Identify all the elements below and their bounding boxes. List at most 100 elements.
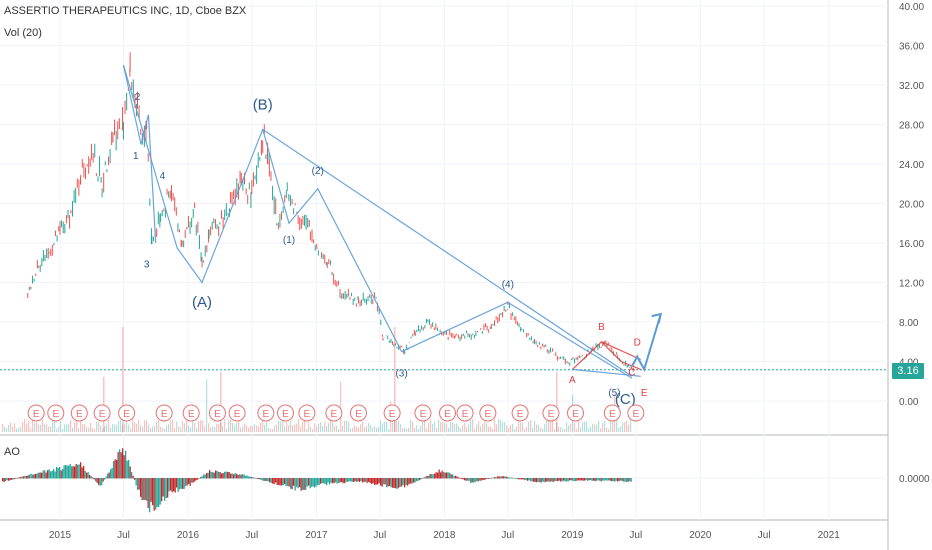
ao-bar [335, 478, 337, 483]
ao-bar [87, 472, 89, 479]
ao-bar [41, 472, 43, 479]
ao-bar [414, 478, 416, 483]
ao-bar [117, 452, 119, 479]
ao-bar [597, 478, 599, 481]
volume-bar [324, 421, 326, 432]
ao-bar [578, 478, 580, 481]
ao-bar [626, 478, 628, 482]
volume-bar [180, 427, 182, 432]
ao-bar [198, 478, 200, 479]
wave-label: 3 [144, 260, 150, 271]
volume-bar [86, 426, 88, 432]
ao-bar [80, 462, 82, 479]
ao-bar [278, 478, 280, 485]
volume-bar [256, 425, 258, 432]
ao-bar [489, 478, 491, 479]
volume-bar [106, 424, 108, 432]
ao-bar [317, 478, 319, 486]
earnings-label: E [484, 409, 491, 420]
volume-bar [382, 423, 384, 432]
ao-bar [482, 478, 484, 480]
ao-bar [440, 472, 442, 479]
earnings-label: E [444, 409, 451, 420]
ao-bar [69, 463, 71, 479]
earnings-marker [70, 404, 88, 422]
volume-bar [600, 428, 602, 432]
ao-bar [170, 478, 172, 491]
ao-bar [107, 473, 109, 479]
ao-bar [296, 478, 298, 487]
volume-bar [210, 427, 212, 432]
x-tick-label: Jul [117, 530, 130, 541]
ao-bar [23, 476, 25, 479]
ao-bar [300, 478, 302, 491]
volume-bar [118, 421, 120, 432]
volume-bar [250, 425, 252, 432]
volume-bar [412, 421, 414, 432]
volume-bar [206, 379, 208, 432]
ao-bar [291, 478, 293, 490]
ao-bar [152, 478, 154, 506]
volume-bar [388, 428, 390, 432]
volume-bar [612, 419, 614, 432]
volume-bar [58, 426, 60, 432]
volume-bar [374, 426, 376, 432]
volume-bar [184, 423, 186, 432]
volume-spike [103, 377, 105, 432]
ao-bar [560, 478, 562, 482]
volume-bar [140, 425, 142, 432]
ao-bar [467, 478, 469, 481]
volume-bar [444, 423, 446, 432]
volume-bar [40, 424, 42, 432]
ao-bar [572, 478, 574, 481]
ao-bar [623, 478, 625, 482]
volume-bar [524, 428, 526, 432]
volume-bar [440, 422, 442, 432]
ao-bar [288, 478, 290, 487]
y-tick-label: 12.00 [899, 279, 924, 290]
ao-bar [24, 475, 26, 479]
ao-bar [536, 478, 538, 483]
volume-bar [150, 428, 152, 432]
volume-bar [146, 420, 148, 432]
volume-bar [244, 423, 246, 432]
volume-bar [132, 419, 134, 432]
ao-bar [45, 472, 47, 479]
ao-bar [65, 464, 67, 479]
ao-bar [420, 478, 422, 480]
wave-label: (1) [283, 235, 295, 246]
ao-bar [42, 470, 44, 479]
volume-bar [8, 424, 10, 432]
volume-bar [262, 420, 264, 432]
wave-label: 1 [133, 151, 139, 162]
volume-bar [110, 427, 112, 432]
wave-line-4 [601, 341, 641, 361]
ao-bar [227, 471, 229, 479]
volume-bar [404, 427, 406, 432]
ao-bar [395, 478, 397, 489]
volume-bar [338, 428, 340, 432]
volume-bar [594, 424, 596, 432]
ao-bar [401, 478, 403, 487]
ao-bar [506, 476, 508, 479]
volume-bar [450, 421, 452, 432]
volume-bar [566, 422, 568, 432]
ao-bar [165, 478, 167, 499]
wave-label: (C) [615, 391, 636, 408]
ao-bar [216, 470, 218, 479]
volume-bar [16, 428, 18, 432]
volume-bar [160, 426, 162, 432]
volume-bar [188, 425, 190, 432]
ao-bar [368, 478, 370, 482]
volume-bar [542, 428, 544, 432]
ao-bar [129, 466, 131, 479]
earnings-label: E [33, 409, 40, 420]
ao-bar [377, 478, 379, 485]
volume-bar [532, 427, 534, 432]
ao-bar [206, 473, 208, 479]
volume-bar [274, 425, 276, 432]
ao-bar [525, 478, 527, 481]
ao-bar [233, 474, 235, 479]
ao-bar [83, 465, 85, 479]
